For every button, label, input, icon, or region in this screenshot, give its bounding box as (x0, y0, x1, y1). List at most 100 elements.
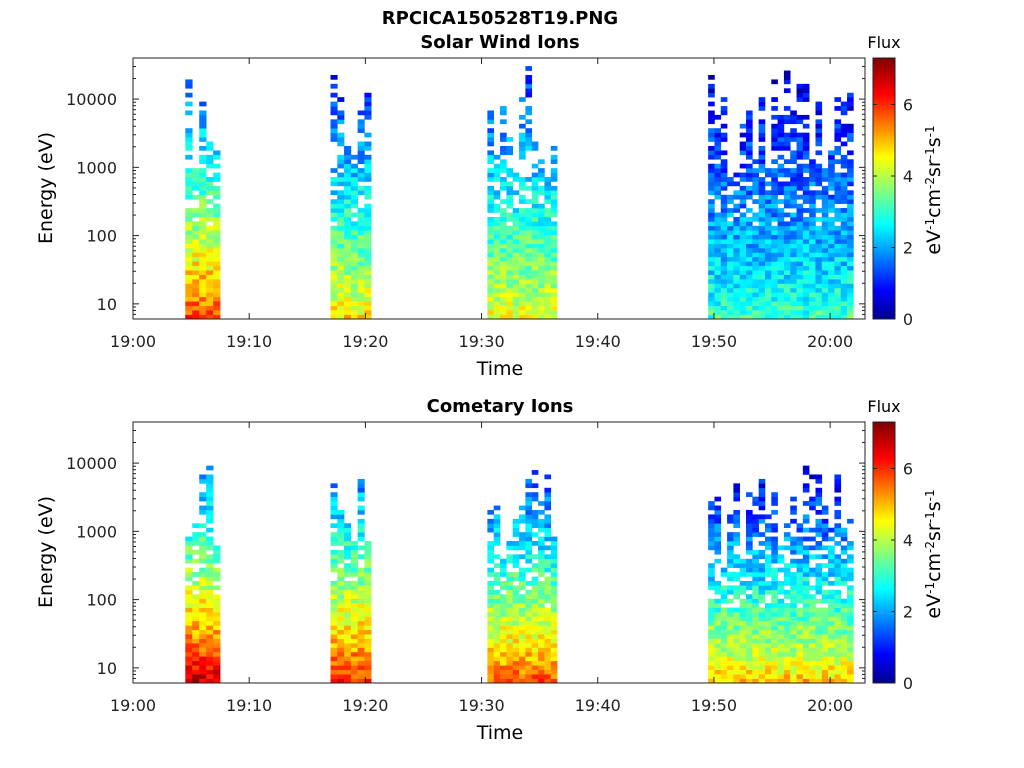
heatmap-cell (344, 234, 352, 240)
heatmap-cell (357, 487, 365, 493)
heatmap-cell (350, 296, 358, 302)
heatmap-cell (206, 181, 214, 187)
heatmap-cell (834, 478, 842, 484)
heatmap-cell (752, 612, 759, 617)
heatmap-cell (783, 603, 791, 608)
heatmap-cell (733, 536, 741, 542)
heatmap-cell (519, 585, 526, 591)
heatmap-cell (828, 261, 835, 267)
heatmap-cell (790, 607, 797, 613)
heatmap-cell (512, 558, 520, 564)
heatmap-cell (828, 279, 835, 284)
heatmap-cell (764, 541, 772, 546)
heatmap-cell (771, 137, 778, 142)
heatmap-cell (544, 208, 552, 213)
heatmap-cell (752, 634, 759, 639)
heatmap-cell (802, 221, 810, 227)
heatmap-cell (213, 607, 221, 613)
heatmap-cell (796, 545, 804, 551)
heatmap-cell (544, 492, 552, 497)
heatmap-cell (330, 239, 338, 244)
heatmap-cell (796, 92, 804, 98)
heatmap-cell (213, 656, 221, 662)
heatmap-cell (764, 261, 772, 267)
heatmap-cell (357, 669, 365, 675)
heatmap-cell (796, 261, 804, 267)
heatmap-cell (512, 221, 520, 227)
heatmap-cell (821, 523, 829, 529)
heatmap-cell (746, 678, 753, 684)
heatmap-cell (802, 230, 810, 236)
heatmap-cell (525, 314, 533, 320)
heatmap-cell (840, 563, 848, 568)
heatmap-cell (531, 208, 539, 213)
heatmap-cell (821, 296, 829, 302)
heatmap-cell (519, 185, 526, 191)
heatmap-cell (708, 119, 715, 125)
heatmap-cell (506, 594, 514, 600)
heatmap-cell (185, 154, 193, 160)
heatmap-cell (809, 603, 816, 608)
heatmap-cell (330, 536, 338, 542)
heatmap-cell (783, 656, 791, 662)
heatmap-cell (752, 625, 759, 631)
heatmap-cell (330, 225, 338, 231)
heatmap-cell (727, 576, 734, 582)
heatmap-cell (821, 576, 829, 582)
heatmap-cell (192, 296, 200, 302)
heatmap-cell (752, 598, 759, 604)
heatmap-cell (708, 243, 715, 249)
heatmap-cell (815, 314, 823, 320)
heatmap-cell (758, 274, 766, 280)
heatmap-cell (834, 647, 842, 653)
heatmap-cell (185, 132, 193, 138)
heatmap-cell (809, 172, 816, 178)
heatmap-cell (525, 545, 533, 551)
heatmap-cell (809, 283, 816, 289)
heatmap-cell (525, 265, 533, 271)
heatmap-cell (493, 607, 501, 613)
heatmap-cell (337, 265, 345, 271)
heatmap-cell (796, 314, 804, 320)
heatmap-cell (802, 83, 810, 89)
heatmap-cell (790, 620, 797, 626)
heatmap-cell (500, 594, 507, 600)
heatmap-cell (192, 643, 200, 648)
heatmap-cell (525, 532, 533, 537)
heatmap-cell (206, 625, 214, 631)
heatmap-cell (544, 527, 552, 533)
heatmap-cell (493, 287, 501, 293)
heatmap-cell (828, 580, 835, 586)
heatmap-cell (512, 620, 520, 626)
heatmap-cell (828, 665, 835, 670)
heatmap-cell (708, 674, 715, 679)
heatmap-cell (771, 620, 778, 626)
heatmap-cell (720, 296, 728, 302)
heatmap-cell (185, 190, 193, 196)
heatmap-cell (746, 265, 753, 271)
heatmap-cell (758, 243, 766, 249)
heatmap-cell (809, 310, 816, 315)
heatmap-cell (364, 265, 372, 271)
heatmap-cell (487, 625, 495, 631)
heatmap-cell (720, 660, 728, 666)
heatmap-cell (192, 212, 200, 218)
heatmap-cell (538, 625, 545, 631)
heatmap-cell (525, 137, 533, 142)
heatmap-cell (531, 287, 539, 293)
heatmap-cell (733, 647, 741, 653)
heatmap-cell (840, 669, 848, 675)
heatmap-cell (550, 177, 558, 182)
heatmap-cell (783, 230, 791, 236)
heatmap-cell (550, 283, 558, 289)
heatmap-cell (840, 536, 848, 542)
heatmap-cell (821, 629, 829, 635)
heatmap-cell (357, 545, 365, 551)
heatmap-cell (506, 287, 514, 293)
heatmap-cell (506, 310, 514, 315)
heatmap-cell (708, 265, 715, 271)
heatmap-cell (783, 674, 791, 679)
heatmap-cell (802, 589, 810, 595)
heatmap-cell (764, 243, 772, 249)
heatmap-cell (350, 665, 358, 670)
